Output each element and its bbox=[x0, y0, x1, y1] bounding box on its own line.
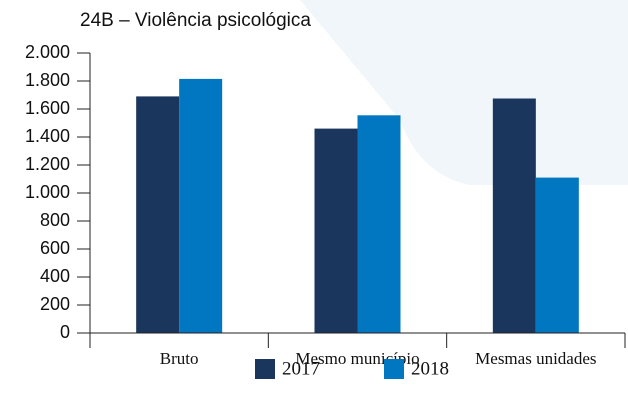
chart-subtitle: 24B – Violência psicológica bbox=[80, 10, 311, 31]
y-tick-label: 0 bbox=[60, 322, 70, 342]
y-tick-label: 1.600 bbox=[25, 98, 70, 118]
legend-label: 2018 bbox=[411, 358, 449, 379]
legend-swatch bbox=[384, 359, 404, 379]
bar bbox=[136, 96, 180, 334]
bar bbox=[492, 98, 536, 333]
bar bbox=[357, 115, 401, 333]
bar bbox=[314, 128, 358, 333]
legend-swatch bbox=[255, 359, 275, 379]
bar bbox=[179, 78, 223, 334]
background-shape bbox=[300, 0, 628, 185]
y-tick-label: 2.000 bbox=[25, 42, 70, 62]
y-tick-label: 600 bbox=[40, 238, 70, 258]
y-tick-label: 1.200 bbox=[25, 154, 70, 174]
x-tick-label: Bruto bbox=[160, 349, 199, 368]
y-tick-label: 1.800 bbox=[25, 70, 70, 90]
y-tick-label: 400 bbox=[40, 266, 70, 286]
y-tick-label: 1.000 bbox=[25, 182, 70, 202]
x-tick-label: Mesmas unidades bbox=[475, 349, 596, 368]
y-tick-label: 800 bbox=[40, 210, 70, 230]
bar bbox=[535, 177, 579, 333]
y-tick-label: 1.400 bbox=[25, 126, 70, 146]
y-tick-label: 200 bbox=[40, 294, 70, 314]
legend-label: 2017 bbox=[282, 358, 320, 379]
